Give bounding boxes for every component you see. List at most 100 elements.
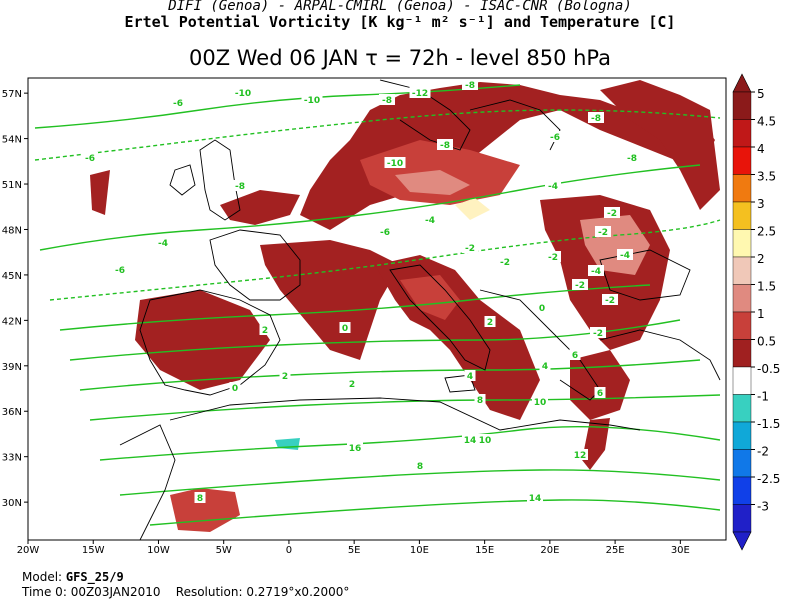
pv-area bbox=[220, 190, 300, 225]
pv-area bbox=[600, 80, 720, 210]
contour-label-bg bbox=[384, 157, 406, 168]
contour-label: 0 bbox=[342, 324, 348, 334]
coast-ireland bbox=[169, 164, 196, 196]
contour-label: -4 bbox=[620, 251, 630, 261]
contour-label: -10 bbox=[235, 89, 251, 99]
contour-label-bg bbox=[229, 382, 241, 393]
contour-label-bg bbox=[536, 302, 548, 313]
contour-label: -8 bbox=[382, 96, 392, 106]
model-value: GFS_25/9 bbox=[65, 570, 124, 584]
contour-label: 2 bbox=[282, 372, 288, 382]
contour-label: -10 bbox=[387, 159, 403, 169]
colorbar-label: 3 bbox=[757, 197, 765, 211]
contour-label: -4 bbox=[158, 239, 168, 249]
contour-label: -4 bbox=[548, 182, 558, 192]
pv-area bbox=[582, 418, 610, 470]
header-valid-time: 00Z Wed 06 JAN τ = 72h - level 850 hPa bbox=[188, 46, 612, 70]
contour-label-bg bbox=[170, 97, 186, 108]
contour-label: -2 bbox=[593, 329, 603, 339]
colorbar-label: 4.5 bbox=[757, 115, 776, 129]
lat-label: 54N bbox=[2, 135, 22, 146]
contour-label: -12 bbox=[412, 89, 428, 99]
pv-area bbox=[395, 170, 470, 195]
pv-area bbox=[90, 170, 110, 215]
contour-label: 4 bbox=[467, 372, 473, 382]
coast-britain bbox=[199, 139, 241, 221]
contour-label-bg bbox=[545, 180, 561, 191]
isotherm-line bbox=[99, 425, 721, 461]
contour-label: -8 bbox=[465, 81, 475, 91]
coast-sicily bbox=[444, 374, 476, 393]
isotherm-line bbox=[59, 284, 651, 331]
contour-label: 2 bbox=[262, 326, 268, 336]
isotherm-line bbox=[89, 394, 721, 421]
contour-label-bg bbox=[82, 152, 98, 163]
contour-label: -8 bbox=[591, 114, 601, 124]
contour-label-bg bbox=[462, 79, 478, 90]
contour-label: -2 bbox=[500, 258, 510, 268]
contour-label: 10 bbox=[479, 436, 492, 446]
colorbar-segment bbox=[732, 394, 752, 423]
colorbar-segment bbox=[732, 366, 752, 395]
pv-area bbox=[135, 290, 270, 390]
contour-label-bg bbox=[112, 264, 128, 275]
axis-ticks bbox=[24, 92, 681, 544]
colorbar-label: 5 bbox=[757, 87, 765, 101]
colorbar bbox=[732, 73, 755, 551]
colorbar-label: -3 bbox=[757, 500, 769, 514]
temperature-contours bbox=[34, 84, 721, 526]
colorbar-segment bbox=[732, 504, 752, 533]
contour-label: -6 bbox=[173, 99, 183, 109]
colorbar-label: -1.5 bbox=[757, 417, 780, 431]
colorbar-top-arrow bbox=[732, 73, 752, 93]
lon-label: 0 bbox=[286, 545, 292, 556]
isotherm-line bbox=[49, 219, 721, 301]
contour-label: 2 bbox=[487, 318, 493, 328]
contour-label-bg bbox=[569, 349, 581, 360]
colorbar-segment bbox=[732, 229, 752, 258]
lon-label: 10E bbox=[410, 545, 429, 556]
coast-africa bbox=[169, 397, 641, 431]
longitude-labels: 20W 15W 10W 5W 0 5E 10E 15E 20E 25E 30E bbox=[17, 545, 690, 556]
colorbar-label: -2.5 bbox=[757, 472, 780, 486]
colorbar-label: 2 bbox=[757, 252, 765, 266]
contour-label-bg bbox=[339, 322, 351, 333]
contour-label: -6 bbox=[380, 228, 390, 238]
contour-label: 12 bbox=[574, 451, 587, 461]
contour-label-bg bbox=[604, 207, 620, 218]
contour-label: -2 bbox=[605, 296, 615, 306]
contour-label: 10 bbox=[534, 398, 547, 408]
lat-label: 39N bbox=[2, 362, 22, 373]
contour-label: 14 bbox=[464, 436, 477, 446]
lon-label: 20E bbox=[540, 545, 559, 556]
contour-label-bg bbox=[379, 94, 395, 105]
contour-label: -6 bbox=[85, 154, 95, 164]
contour-label: -2 bbox=[465, 244, 475, 254]
lon-label: 10W bbox=[147, 545, 170, 556]
contour-label: -4 bbox=[591, 267, 601, 277]
colorbar-label: -0.5 bbox=[757, 362, 780, 376]
colorbar-segment bbox=[732, 476, 752, 505]
contour-label-bg bbox=[259, 324, 271, 335]
contour-label: 14 bbox=[529, 494, 542, 504]
contour-label-bg bbox=[194, 492, 206, 503]
lat-label: 48N bbox=[2, 225, 22, 236]
contour-label-bg bbox=[527, 492, 543, 503]
contour-label-bg bbox=[422, 214, 438, 225]
contour-label-bg bbox=[588, 265, 604, 276]
contour-label-bg bbox=[588, 112, 604, 123]
time-value: 00Z03JAN2010 bbox=[70, 585, 161, 599]
coast-turkey bbox=[599, 329, 721, 381]
contour-label: 8 bbox=[417, 462, 423, 472]
contour-label-bg bbox=[474, 394, 486, 405]
colorbar-label: -2 bbox=[757, 445, 769, 459]
contour-label: -4 bbox=[425, 216, 435, 226]
contour-label-bg bbox=[462, 434, 478, 445]
contour-label-bg bbox=[539, 360, 551, 371]
contour-label: 6 bbox=[572, 351, 578, 361]
lat-label: 33N bbox=[2, 453, 22, 464]
header-field-title: Ertel Potential Vorticity [K kg⁻¹ m² s⁻¹… bbox=[124, 13, 676, 31]
contour-label-bg bbox=[547, 131, 563, 142]
isotherm-line bbox=[119, 469, 721, 496]
contour-label: 4 bbox=[542, 362, 548, 372]
